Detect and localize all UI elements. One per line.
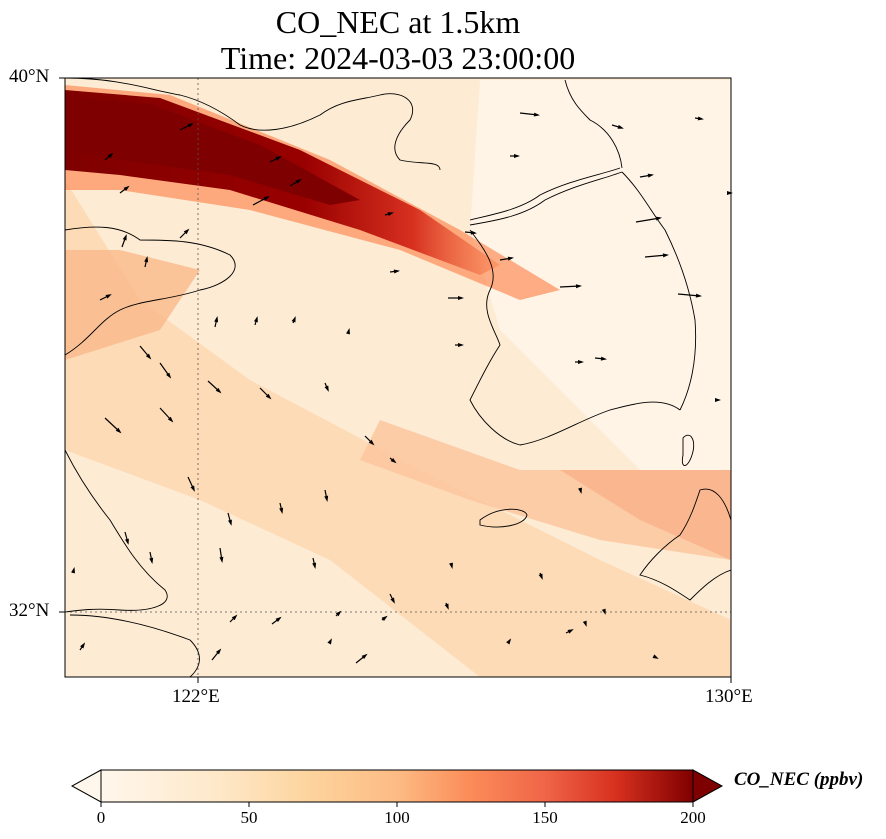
wind-arrow-head-31: [265, 393, 272, 400]
wind-arrow-head-17: [187, 123, 194, 128]
wind-arrow-head-30: [215, 387, 222, 394]
wind-arrow-head-29: [166, 372, 172, 379]
wind-arrow-head-20: [122, 234, 127, 241]
wind-arrow-head-47: [578, 487, 582, 494]
wind-arrow-head-66: [458, 343, 464, 347]
wind-arrow-head-2: [617, 124, 624, 129]
wind-arrow-head-50: [601, 608, 606, 615]
map-title: CO_NEC at 1.5km: [275, 4, 521, 40]
wind-arrow-head-58: [215, 648, 222, 655]
wind-arrow-head-35: [368, 439, 375, 446]
wind-arrow-head-4: [647, 173, 654, 178]
wind-arrow-head-52: [231, 614, 238, 621]
wind-arrow-head-61: [71, 567, 75, 574]
wind-arrow-head-27: [346, 328, 350, 335]
wind-arrow-head-5: [655, 216, 662, 221]
wind-arrow-head-18: [107, 152, 114, 159]
wind-arrow-head-33: [115, 427, 122, 434]
wind-arrow-head-19: [123, 185, 130, 191]
wind-arrow-head-41: [125, 538, 129, 545]
wind-arrow-head-54: [335, 610, 342, 617]
map-frame: [64, 77, 732, 678]
wind-arrow-head-16: [275, 156, 282, 161]
wind-arrow-head-3: [697, 116, 704, 121]
wind-arrow-head-15: [295, 178, 302, 184]
wind-arrow-head-1: [514, 154, 520, 158]
wind-arrow-head-53: [275, 616, 282, 622]
concentration-field: [65, 78, 731, 677]
lon-tick-label-122: 122°E: [172, 686, 220, 707]
wind-arrow-head-40: [324, 495, 329, 502]
wind-arrow-head-56: [567, 629, 574, 634]
wind-arrow-head-8: [575, 284, 582, 289]
lat-tick-label-40: 40°N: [9, 66, 50, 87]
colorbar-tick-150: 150: [532, 808, 558, 827]
wind-arrow-head-9: [458, 296, 464, 300]
coastlines: [65, 78, 731, 677]
wind-arrow-head-60: [80, 642, 86, 649]
colorbar-label: CO_NEC (ppbv): [734, 769, 864, 790]
wind-arrow-head-23: [105, 294, 112, 299]
wind-arrow-head-21: [144, 256, 149, 263]
wind-arrow-head-42: [149, 557, 154, 564]
wind-arrow-head-12: [470, 230, 477, 235]
colorbar-tick-200: 200: [680, 808, 706, 827]
lon-tick-label-130: 130°E: [705, 686, 753, 707]
wind-arrow-head-62: [327, 638, 332, 645]
wind-arrow-head-22: [183, 228, 190, 235]
axis-ticks: [59, 77, 732, 683]
wind-arrow-head-57: [506, 638, 512, 645]
wind-arrow-head-45: [449, 562, 453, 569]
wind-arrow-head-6: [662, 253, 669, 258]
wind-arrow-head-39: [279, 507, 284, 514]
wind-arrow-head-24: [214, 316, 219, 323]
colorbar-tick-0: 0: [96, 808, 106, 827]
wind-arrow-head-51: [582, 620, 587, 627]
gridlines: [65, 78, 731, 677]
wind-arrow-head-7: [695, 293, 702, 298]
wind-arrow-head-28: [145, 353, 152, 360]
wind-arrow-head-43: [219, 556, 224, 563]
wind-arrow-head-68: [727, 191, 733, 195]
wind-arrow-head-48: [390, 597, 395, 604]
map-subtitle-time: Time: 2024-03-03 23:00:00: [220, 40, 576, 76]
wind-arrow-head-11: [393, 269, 400, 274]
wind-arrow-head-63: [652, 654, 659, 659]
wind-vectors: [71, 112, 733, 664]
wind-arrow-head-49: [444, 603, 449, 610]
wind-arrow-head-44: [312, 562, 317, 569]
wind-arrow-head-67: [715, 398, 721, 402]
wind-arrow-head-38: [228, 519, 232, 526]
wind-arrow-head-26: [291, 316, 296, 323]
wind-arrow-5: [635, 217, 661, 223]
colorbar-tick-50: 50: [240, 808, 258, 827]
wind-arrow-head-64: [578, 360, 584, 364]
wind-arrow-head-59: [361, 653, 368, 660]
wind-arrow-head-25: [253, 316, 258, 323]
wind-arrow-head-34: [167, 416, 174, 423]
wind-arrow-head-14: [263, 196, 270, 201]
colorbar: [70, 769, 724, 807]
wind-arrow-head-0: [533, 112, 540, 117]
colorbar-tick-100: 100: [384, 808, 410, 827]
wind-arrow-head-65: [600, 356, 607, 361]
wind-arrow-head-46: [538, 573, 543, 580]
wind-arrow-head-13: [387, 212, 394, 217]
lat-tick-label-32: 32°N: [9, 600, 50, 621]
wind-arrow-head-55: [381, 615, 388, 621]
wind-arrow-head-37: [190, 485, 195, 492]
wind-arrow-head-32: [324, 385, 329, 392]
wind-arrow-head-10: [507, 256, 514, 261]
wind-arrow-head-36: [390, 457, 397, 464]
